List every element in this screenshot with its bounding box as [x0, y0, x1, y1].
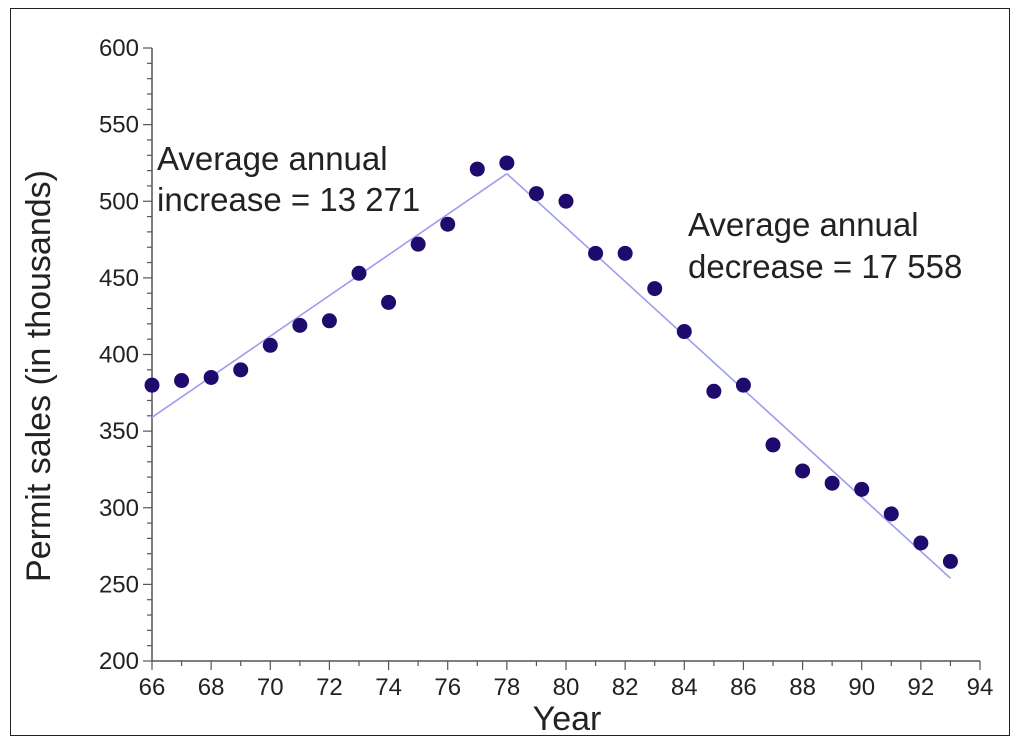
y-tick-label: 200 — [99, 648, 139, 675]
x-tick-label: 94 — [967, 674, 994, 701]
data-point — [292, 317, 308, 333]
data-point — [735, 377, 751, 393]
x-tick-label: 80 — [553, 674, 580, 701]
x-tick-label: 84 — [671, 674, 698, 701]
data-point — [410, 236, 426, 252]
y-tick-label: 250 — [99, 571, 139, 598]
x-tick-label: 92 — [908, 674, 935, 701]
x-tick-label: 78 — [494, 674, 521, 701]
annotation-decrease-line-1: Average annual — [688, 206, 919, 243]
annotation-decrease-line-2: decrease = 17 558 — [688, 248, 962, 285]
data-point — [617, 245, 633, 261]
decrease-trend-line — [506, 173, 951, 579]
data-point — [795, 463, 811, 479]
data-point — [942, 553, 958, 569]
x-axis-ticks: 66 68 70 72 74 76 78 80 82 84 86 88 90 92 94 — [139, 661, 994, 701]
data-point — [854, 481, 870, 497]
y-tick-label: 300 — [99, 495, 139, 522]
y-axis-ticks: 200 250 300 350 400 450 500 550 600 — [99, 35, 152, 675]
y-tick-label: 450 — [99, 265, 139, 292]
data-point — [174, 373, 190, 389]
x-tick-label: 70 — [257, 674, 284, 701]
x-axis-title: Year — [533, 700, 602, 738]
data-point — [528, 186, 544, 202]
data-point — [883, 506, 899, 522]
data-point — [440, 216, 456, 232]
x-tick-label: 76 — [434, 674, 461, 701]
data-point — [647, 281, 663, 297]
x-tick-label: 74 — [375, 674, 402, 701]
data-point — [203, 369, 219, 385]
data-point — [824, 475, 840, 491]
annotation-increase-line-2: increase = 13 271 — [157, 181, 420, 218]
data-point — [676, 324, 692, 340]
x-tick-label: 82 — [612, 674, 639, 701]
data-point — [144, 377, 160, 393]
y-tick-label: 400 — [99, 342, 139, 369]
chart-frame — [10, 8, 1010, 736]
x-tick-label: 68 — [198, 674, 225, 701]
x-tick-label: 90 — [848, 674, 875, 701]
x-tick-label: 88 — [789, 674, 816, 701]
y-tick-label: 550 — [99, 112, 139, 139]
y-tick-label: 350 — [99, 418, 139, 445]
data-point — [765, 437, 781, 453]
data-point — [913, 535, 929, 551]
data-point — [588, 245, 604, 261]
annotation-increase-line-1: Average annual — [157, 140, 388, 177]
y-tick-label: 500 — [99, 188, 139, 215]
data-point — [262, 337, 278, 353]
data-point — [558, 193, 574, 209]
y-tick-label: 600 — [99, 35, 139, 62]
data-point — [706, 383, 722, 399]
data-point — [381, 294, 397, 310]
x-tick-label: 86 — [730, 674, 757, 701]
data-point — [351, 265, 367, 281]
data-point — [499, 155, 515, 171]
data-points — [144, 155, 958, 569]
data-point — [469, 161, 485, 177]
y-axis-title: Permit sales (in thousands) — [20, 170, 58, 582]
x-tick-label: 72 — [316, 674, 343, 701]
data-point — [233, 362, 249, 378]
data-point — [321, 313, 337, 329]
x-tick-label: 66 — [139, 674, 166, 701]
